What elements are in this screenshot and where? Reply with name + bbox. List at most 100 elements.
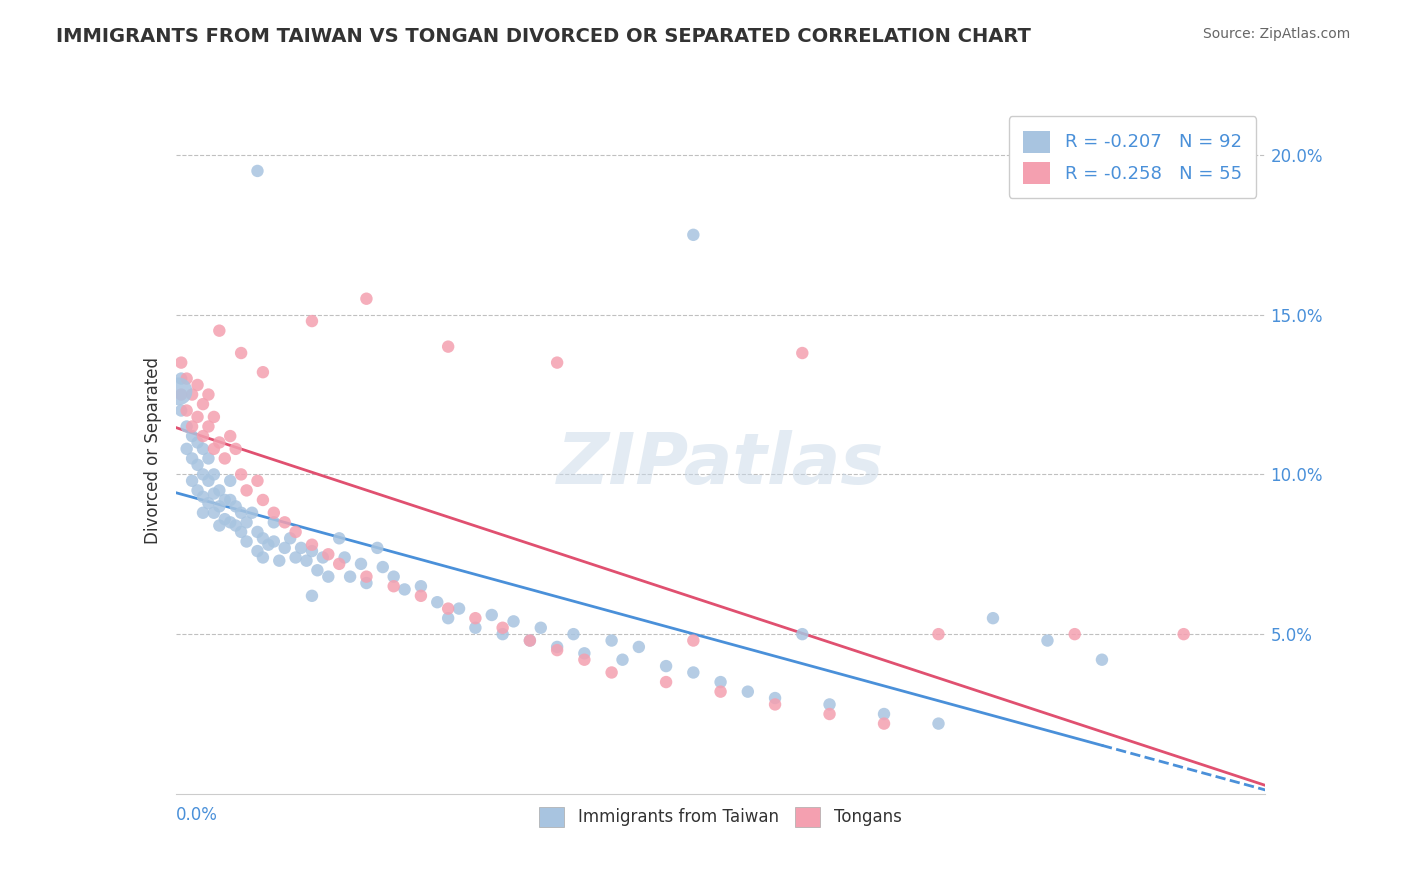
Point	[1173, 627, 1195, 641]
Point	[240, 506, 263, 520]
Point	[257, 538, 280, 552]
Point	[574, 646, 596, 660]
Point	[682, 633, 704, 648]
Point	[219, 493, 242, 508]
Point	[225, 442, 247, 456]
Point	[263, 506, 285, 520]
Point	[371, 560, 394, 574]
Point	[214, 451, 236, 466]
Point	[186, 378, 209, 392]
Point	[318, 569, 340, 583]
Point	[246, 544, 269, 558]
Point	[655, 659, 678, 673]
Point	[437, 611, 460, 625]
Point	[295, 554, 318, 568]
Point	[530, 621, 553, 635]
Point	[170, 403, 193, 417]
Point	[202, 506, 225, 520]
Point	[197, 496, 219, 510]
Point	[873, 716, 896, 731]
Point	[191, 397, 214, 411]
Point	[307, 563, 329, 577]
Point	[208, 435, 231, 450]
Point	[492, 627, 515, 641]
Point	[301, 544, 323, 558]
Point	[600, 633, 623, 648]
Point	[981, 611, 1004, 625]
Point	[447, 601, 470, 615]
Point	[191, 490, 214, 504]
Point	[214, 493, 236, 508]
Point	[356, 569, 378, 583]
Point	[219, 474, 242, 488]
Point	[409, 589, 432, 603]
Text: ZIPatlas: ZIPatlas	[557, 430, 884, 499]
Point	[284, 550, 307, 565]
Point	[612, 653, 634, 667]
Point	[246, 524, 269, 539]
Point	[176, 419, 198, 434]
Point	[328, 557, 350, 571]
Point	[186, 458, 209, 472]
Point	[546, 643, 568, 657]
Point	[181, 474, 204, 488]
Point	[278, 531, 301, 545]
Point	[655, 675, 678, 690]
Point	[202, 467, 225, 482]
Point	[214, 512, 236, 526]
Point	[1091, 653, 1114, 667]
Point	[519, 633, 541, 648]
Point	[873, 706, 896, 721]
Point	[231, 467, 253, 482]
Point	[231, 346, 253, 360]
Point	[208, 483, 231, 498]
Point	[318, 547, 340, 561]
Point	[252, 531, 274, 545]
Y-axis label: Divorced or Separated: Divorced or Separated	[143, 357, 162, 544]
Point	[600, 665, 623, 680]
Point	[235, 534, 257, 549]
Point	[710, 684, 733, 698]
Point	[562, 627, 585, 641]
Point	[197, 474, 219, 488]
Point	[763, 691, 786, 706]
Point	[191, 442, 214, 456]
Point	[1036, 633, 1059, 648]
Point	[197, 419, 219, 434]
Point	[481, 607, 503, 622]
Point	[356, 292, 378, 306]
Point	[191, 467, 214, 482]
Point	[208, 500, 231, 514]
Point	[356, 576, 378, 591]
Point	[333, 550, 356, 565]
Point	[627, 640, 650, 654]
Point	[464, 621, 486, 635]
Point	[350, 557, 373, 571]
Point	[263, 516, 285, 530]
Point	[176, 403, 198, 417]
Point	[202, 442, 225, 456]
Point	[818, 698, 841, 712]
Point	[170, 387, 193, 401]
Point	[252, 365, 274, 379]
Point	[301, 538, 323, 552]
Point	[763, 698, 786, 712]
Point	[394, 582, 416, 597]
Point	[181, 419, 204, 434]
Point	[208, 324, 231, 338]
Point	[186, 483, 209, 498]
Point	[197, 387, 219, 401]
Point	[263, 534, 285, 549]
Text: IMMIGRANTS FROM TAIWAN VS TONGAN DIVORCED OR SEPARATED CORRELATION CHART: IMMIGRANTS FROM TAIWAN VS TONGAN DIVORCE…	[56, 27, 1031, 45]
Point	[181, 429, 204, 443]
Point	[186, 435, 209, 450]
Point	[191, 506, 214, 520]
Text: Source: ZipAtlas.com: Source: ZipAtlas.com	[1202, 27, 1350, 41]
Point	[682, 665, 704, 680]
Point	[231, 524, 253, 539]
Point	[382, 579, 405, 593]
Point	[574, 653, 596, 667]
Point	[219, 429, 242, 443]
Point	[437, 601, 460, 615]
Point	[339, 569, 361, 583]
